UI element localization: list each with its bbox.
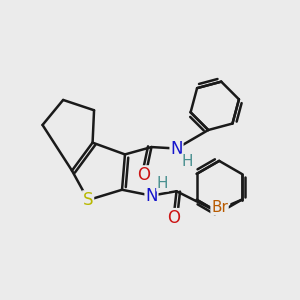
Text: N: N: [170, 140, 183, 158]
Text: O: O: [167, 209, 180, 227]
Text: H: H: [181, 154, 193, 169]
Text: S: S: [83, 191, 93, 209]
Text: N: N: [145, 187, 158, 205]
Text: H: H: [157, 176, 168, 191]
Text: Br: Br: [211, 200, 228, 214]
Text: O: O: [138, 166, 151, 184]
